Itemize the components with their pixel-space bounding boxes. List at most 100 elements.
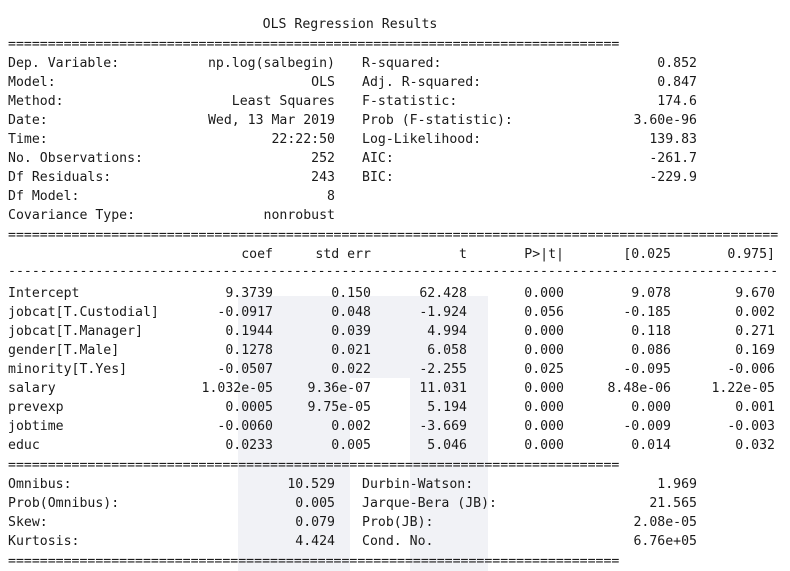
coef-cell: 0.000 xyxy=(524,419,564,434)
fit-stat-value: -229.9 xyxy=(649,170,697,185)
fit-stat-label: BIC: xyxy=(362,170,394,185)
coef-cell: 9.078 xyxy=(631,286,671,301)
coef-cell: 6.058 xyxy=(427,343,467,358)
coef-cell: 0.056 xyxy=(524,305,564,320)
diagnostic-label: Durbin-Watson: xyxy=(362,477,474,492)
diagnostic-value: 0.079 xyxy=(295,515,335,530)
coef-cell: -3.669 xyxy=(419,419,467,434)
summary-label: Df Model: xyxy=(8,189,80,204)
coef-cell: 0.000 xyxy=(524,286,564,301)
summary-value: Wed, 13 Mar 2019 xyxy=(207,113,335,128)
coef-cell: 0.000 xyxy=(524,343,564,358)
rule-coef-top: ========================================… xyxy=(8,231,778,241)
coef-cell: 0.039 xyxy=(331,324,371,339)
coef-cell: 0.118 xyxy=(631,324,671,339)
fit-stat-label: Log-Likelihood: xyxy=(362,132,482,147)
summary-value: 8 xyxy=(327,189,335,204)
coef-cell: 0.022 xyxy=(331,362,371,377)
coef-cell: 0.001 xyxy=(735,400,775,415)
diagnostic-value: 0.005 xyxy=(295,496,335,511)
coef-cell: 1.22e-05 xyxy=(711,381,775,396)
coef-cell: 9.36e-07 xyxy=(307,381,371,396)
coef-column-header: 0.975] xyxy=(727,247,775,262)
diagnostic-label: Prob(Omnibus): xyxy=(8,496,120,511)
fit-stat-value: -261.7 xyxy=(649,151,697,166)
coef-column-header: [0.025 xyxy=(623,247,671,262)
coef-cell: 0.000 xyxy=(524,438,564,453)
results-title: OLS Regression Results xyxy=(262,17,438,32)
coef-row-name: prevexp xyxy=(8,400,64,415)
coef-cell: 9.670 xyxy=(735,286,775,301)
fit-stat-value: 174.6 xyxy=(657,94,697,109)
coef-cell: 0.000 xyxy=(631,400,671,415)
rule-top: ========================================… xyxy=(8,40,620,50)
coef-cell: 9.3739 xyxy=(225,286,273,301)
coef-cell: 0.000 xyxy=(524,381,564,396)
coef-cell: 0.021 xyxy=(331,343,371,358)
summary-value: 22:22:50 xyxy=(271,132,335,147)
fit-stat-value: 0.852 xyxy=(657,56,697,71)
coef-row-name: educ xyxy=(8,438,40,453)
coef-cell: 62.428 xyxy=(419,286,467,301)
coef-row-name: Intercept xyxy=(8,286,80,301)
coef-cell: -0.0917 xyxy=(217,305,273,320)
diagnostic-value: 4.424 xyxy=(295,534,335,549)
coef-cell: 8.48e-06 xyxy=(607,381,671,396)
coef-cell: 11.031 xyxy=(419,381,467,396)
fit-stat-label: Adj. R-squared: xyxy=(362,75,482,90)
coef-row-name: jobcat[T.Custodial] xyxy=(8,305,159,320)
summary-value: nonrobust xyxy=(263,208,335,223)
coef-cell: -0.0060 xyxy=(217,419,273,434)
coef-cell: 0.025 xyxy=(524,362,564,377)
coef-cell: 5.194 xyxy=(427,400,467,415)
rule-coef-dash: ----------------------------------------… xyxy=(8,267,778,277)
fit-stat-label: F-statistic: xyxy=(362,94,458,109)
rule-diag-top: ========================================… xyxy=(8,461,620,471)
fit-stat-label: R-squared: xyxy=(362,56,442,71)
fit-stat-value: 3.60e-96 xyxy=(633,113,697,128)
coef-cell: 0.002 xyxy=(735,305,775,320)
coef-cell: 0.169 xyxy=(735,343,775,358)
summary-label: Method: xyxy=(8,94,64,109)
diagnostic-value: 2.08e-05 xyxy=(633,515,697,530)
coef-row-name: salary xyxy=(8,381,56,396)
coef-cell: 0.000 xyxy=(524,324,564,339)
coef-cell: 0.048 xyxy=(331,305,371,320)
diagnostic-value: 21.565 xyxy=(649,496,697,511)
coef-cell: -0.0507 xyxy=(217,362,273,377)
coef-row-name: jobcat[T.Manager] xyxy=(8,324,143,339)
coef-cell: -0.185 xyxy=(623,305,671,320)
coef-cell: 0.271 xyxy=(735,324,775,339)
coef-cell: 0.002 xyxy=(331,419,371,434)
coef-row-name: jobtime xyxy=(8,419,64,434)
fit-stat-label: Prob (F-statistic): xyxy=(362,113,513,128)
diagnostic-label: Cond. No. xyxy=(362,534,434,549)
coef-cell: 0.150 xyxy=(331,286,371,301)
summary-label: No. Observations: xyxy=(8,151,143,166)
coef-cell: 1.032e-05 xyxy=(201,381,273,396)
coef-cell: 0.000 xyxy=(524,400,564,415)
coef-cell: -2.255 xyxy=(419,362,467,377)
diagnostic-label: Jarque-Bera (JB): xyxy=(362,496,497,511)
diagnostic-value: 6.76e+05 xyxy=(633,534,697,549)
coef-cell: -1.924 xyxy=(419,305,467,320)
coef-cell: 0.032 xyxy=(735,438,775,453)
coef-cell: 0.0005 xyxy=(225,400,273,415)
summary-label: Covariance Type: xyxy=(8,208,136,223)
coef-cell: 0.1944 xyxy=(225,324,273,339)
coef-cell: 0.005 xyxy=(331,438,371,453)
coef-row-name: gender[T.Male] xyxy=(8,343,120,358)
coef-cell: 9.75e-05 xyxy=(307,400,371,415)
coef-cell: 4.994 xyxy=(427,324,467,339)
summary-label: Model: xyxy=(8,75,56,90)
rule-bottom: ========================================… xyxy=(8,557,620,567)
coef-column-header: coef xyxy=(241,247,273,262)
summary-value: Least Squares xyxy=(231,94,335,109)
diagnostic-label: Skew: xyxy=(8,515,48,530)
coef-cell: 0.086 xyxy=(631,343,671,358)
summary-value: 252 xyxy=(311,151,335,166)
coef-cell: 0.014 xyxy=(631,438,671,453)
diagnostic-label: Kurtosis: xyxy=(8,534,80,549)
fit-stat-label: AIC: xyxy=(362,151,394,166)
summary-value: np.log(salbegin) xyxy=(207,56,335,71)
